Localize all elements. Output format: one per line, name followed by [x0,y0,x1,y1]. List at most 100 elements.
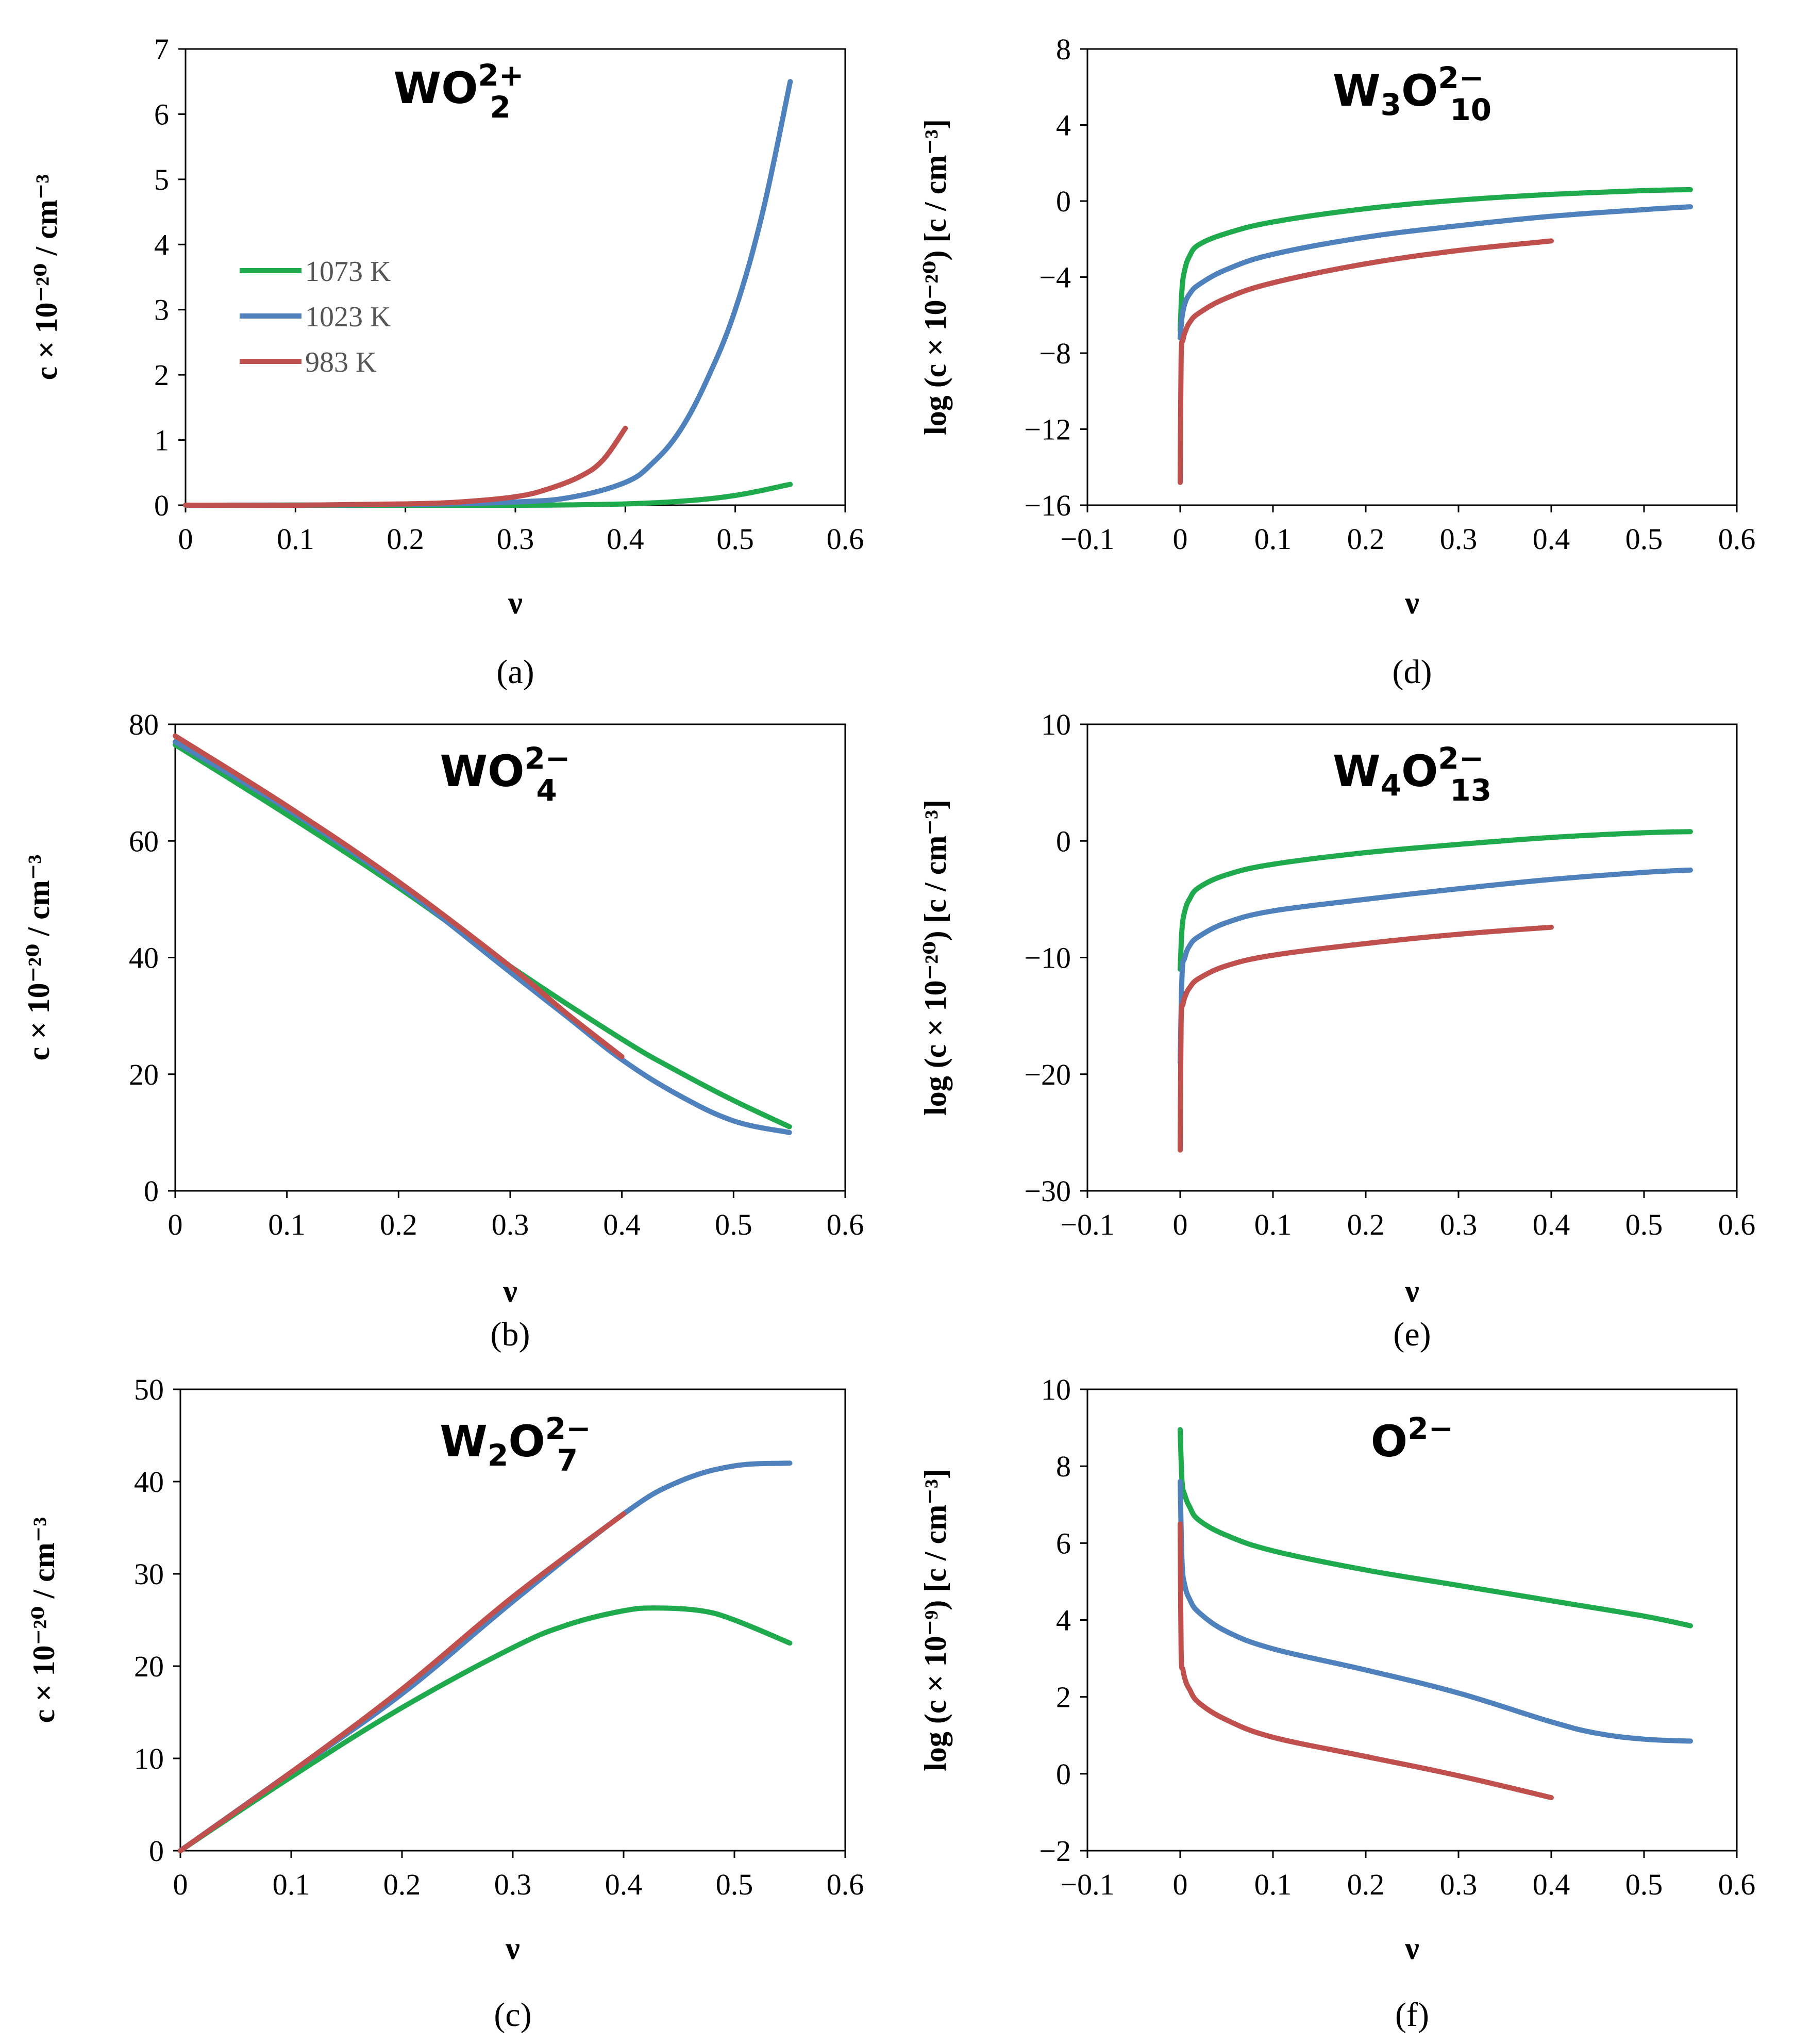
chart-b-ytick-label: 40 [129,941,159,975]
chart-f-series-983k [1178,1521,1554,1801]
chart-d: −16 −12 −8 −4 0 4 8 −0.1 0 0.1 0.2 0.3 0.4 0.5 0.6 ν log… [918,32,1755,691]
chart-d-xtick-label: 0.5 [1625,522,1663,556]
chart-f-series-1073k [1178,1427,1693,1628]
chart-e-xtick-label: 0.4 [1533,1208,1570,1241]
chart-c-ytick-label: 0 [149,1834,164,1868]
chart-a-ytick-label: 1 [154,424,169,457]
chart-b-xtick-label: 0.6 [827,1208,864,1241]
chart-f-xtick-label: 0.5 [1625,1868,1663,1901]
chart-a-ytick-label: 7 [154,32,169,66]
chart-c: 0 10 20 30 40 50 0 0.1 0.2 0.3 0.4 0.5 0.6 ν c × 10⁻²⁰… [27,1373,864,2034]
chart-a-ytick-label: 4 [154,228,169,261]
chart-b-title: WO2− 4 [440,741,570,808]
chart-c-series-1073k [178,1605,793,1853]
chart-b-ytick-label: 20 [129,1058,159,1091]
chart-a-ytick-label: 6 [154,97,169,131]
chart-d-series-1023k [1178,204,1693,341]
chart-b-ytick-label: 0 [144,1174,159,1208]
chart-d-ytick-label: −16 [1024,489,1071,522]
chart-f-plot-frame [1086,1388,1738,1852]
chart-e-ylabel: log (c × 10⁻²⁰) [c / cm⁻³] [918,800,952,1116]
chart-f-ytick-label: 8 [1056,1450,1071,1483]
chart-c-xlabel: ν [505,1931,520,1966]
chart-c-ylabel: c × 10⁻²⁰ / cm⁻³ [27,1517,61,1723]
chart-e: −30 −20 −10 0 10 −0.1 0 0.1 0.2 0.3 0.4 0.5 0.6 ν log … [918,708,1755,1353]
chart-b-xtick-label: 0.4 [603,1208,641,1241]
chart-c-xtick-label: 0.2 [383,1868,421,1901]
chart-a-ytick-label: 3 [154,293,169,327]
chart-e-xtick-label: 0.5 [1625,1208,1663,1241]
chart-d-ylabel: log (c × 10⁻²⁰) [c / cm⁻³] [918,119,952,435]
chart-c-ytick-label: 50 [134,1373,164,1406]
chart-d-xlabel: ν [1404,586,1419,621]
chart-b-xtick-label: 0.5 [715,1208,752,1241]
chart-e-title: W4O2− 13 [1333,741,1491,808]
chart-b-ytick-label: 80 [129,708,159,741]
chart-d-series-1073k [1178,187,1693,333]
chart-d-ytick-label: −8 [1039,337,1071,370]
chart-c-ytick-label: 40 [134,1465,164,1499]
chart-f-xtick-label: 0.3 [1440,1868,1478,1901]
chart-a-ylabel: c × 10⁻²⁰ / cm⁻³ [29,174,63,380]
chart-b-panel-label: (b) [491,1316,530,1353]
chart-f-ytick-label: 6 [1056,1526,1071,1560]
chart-f-xtick-label: 0.2 [1347,1868,1385,1901]
chart-f-ytick-label: −2 [1039,1834,1071,1868]
chart-a-xtick-label: 0.1 [277,522,314,556]
chart-f-title: O2− [1371,1411,1453,1467]
chart-d-xtick-label: 0.3 [1440,522,1478,556]
chart-d-ytick-label: −4 [1039,261,1071,294]
legend: 1073 K 1023 K 983 K [240,256,391,378]
chart-d-ytick-label: 4 [1056,109,1071,142]
chart-c-ytick-label: 30 [134,1557,164,1591]
chart-c-xtick-label: 0.5 [716,1868,753,1901]
chart-b-xtick-label: 0 [168,1208,183,1241]
chart-f-series-1023k [1178,1479,1693,1744]
chart-e-series-1073k [1178,829,1693,972]
chart-f-xlabel: ν [1404,1931,1419,1966]
chart-f: −2 0 2 4 6 8 10 −0.1 0 0.1 0.2 0.3 0.4 0.5 0.6 ν log (c … [918,1373,1755,2034]
chart-d-title: W3O2− 10 [1333,60,1491,127]
chart-a-xtick-label: 0.4 [607,522,644,556]
chart-e-ytick-label: −20 [1024,1058,1071,1091]
chart-c-xtick-label: 0.6 [827,1868,864,1901]
chart-e-series-1023k [1178,867,1693,1066]
chart-f-ytick-label: 2 [1056,1681,1071,1714]
chart-b-ylabel: c × 10⁻²⁰ / cm⁻³ [22,855,56,1061]
chart-c-xtick-label: 0 [173,1868,188,1901]
chart-e-ytick-label: 0 [1056,824,1071,858]
chart-a-xtick-label: 0.3 [497,522,534,556]
chart-d-xtick-label: −0.1 [1060,522,1114,556]
chart-c-series-983k [178,1511,626,1853]
chart-b-xlabel: ν [502,1274,517,1309]
chart-a-xtick-label: 0.5 [716,522,754,556]
chart-c-ytick-label: 10 [134,1742,164,1775]
chart-e-xlabel: ν [1404,1274,1419,1309]
chart-b-xtick-label: 0.1 [268,1208,306,1241]
chart-f-ytick-label: 4 [1056,1604,1071,1637]
chart-a-series-983k [183,425,628,508]
chart-b-xtick-label: 0.2 [380,1208,417,1241]
chart-d-xtick-label: 0.2 [1347,522,1385,556]
chart-e-ytick-label: −10 [1024,941,1071,975]
chart-e-xtick-label: 0.6 [1718,1208,1756,1241]
chart-f-xtick-label: 0.6 [1718,1868,1756,1901]
chart-b-ytick-label: 60 [129,824,159,858]
chart-a-xlabel: ν [508,586,523,621]
chart-a-xtick-label: 0.6 [827,522,864,556]
chart-e-series-983k [1178,924,1554,1153]
chart-a-ytick-label: 2 [154,358,169,392]
chart-d-xtick-label: 0.6 [1718,522,1756,556]
chart-c-ytick-label: 20 [134,1650,164,1683]
chart-b-series-1073k [173,742,792,1129]
chart-f-xtick-label: 0.4 [1533,1868,1570,1901]
chart-f-panel-label: (f) [1395,1996,1429,2034]
chart-b-series-983k [173,733,625,1059]
chart-e-xtick-label: 0.2 [1347,1208,1385,1241]
chart-a-series-1023k [183,79,793,508]
chart-c-panel-label: (c) [494,1996,531,2034]
chart-d-ytick-label: −12 [1024,413,1071,446]
chart-b: 0 20 40 60 80 0 0.1 0.2 0.3 0.4 0.5 0.6 ν c × 10⁻²⁰ /… [22,708,864,1353]
chart-f-xtick-label: 0.1 [1254,1868,1292,1901]
